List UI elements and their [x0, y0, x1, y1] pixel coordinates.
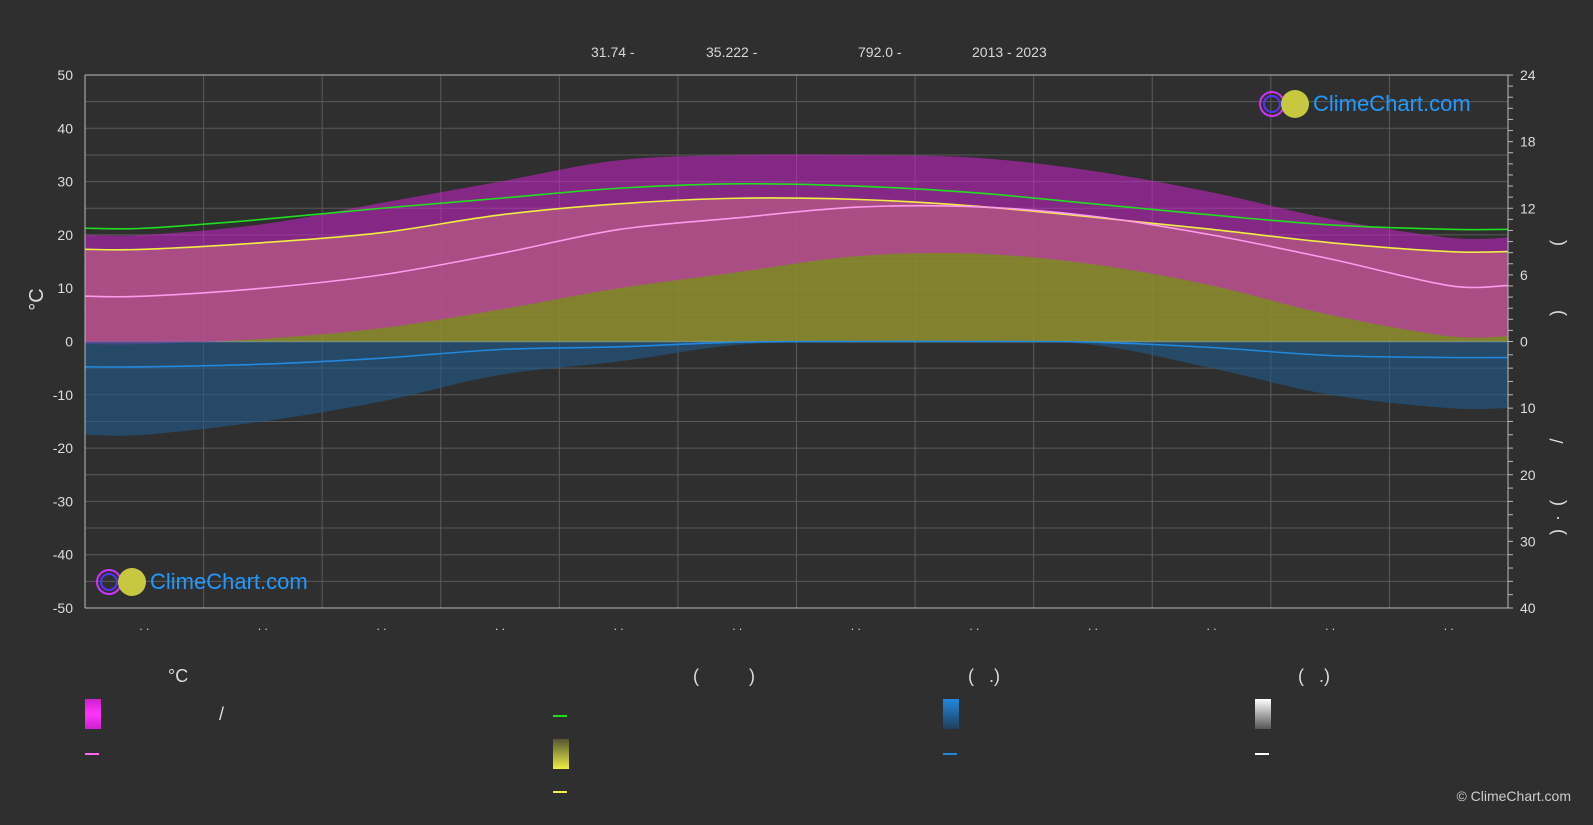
left-tick-label: 50	[57, 67, 73, 83]
watermark-text: ClimeChart.com	[150, 569, 308, 594]
legend-daylight-line	[553, 715, 567, 717]
axes: 50 40 30 20 10 0 -10 -20 -30 -40 -50 °C 24 18 12 6 0 10 20…	[26, 67, 1567, 633]
left-axis-label: °C	[26, 288, 48, 310]
right-bottom-axis-label: /	[1547, 438, 1567, 443]
right-bottom-axis-label: ·	[1547, 515, 1567, 521]
right-top-axis-label: (	[1547, 240, 1567, 246]
x-tick-label: . .	[495, 619, 505, 633]
x-tick-label: . .	[614, 619, 624, 633]
right-bottom-tick-label: 10	[1520, 400, 1536, 416]
right-bottom-tick-label: 30	[1520, 533, 1536, 549]
data-bands	[85, 154, 1508, 436]
series-line-daylight	[84, 182, 1509, 231]
temperature-range-band	[85, 154, 1508, 345]
legend-paren-2: ( .)	[968, 666, 1000, 686]
legend-precip-swatch	[943, 699, 959, 729]
x-tick-label: . .	[1207, 619, 1217, 633]
x-tick-label: . .	[376, 619, 386, 633]
left-tick-label: 40	[57, 120, 73, 136]
left-tick-label: 0	[65, 334, 73, 350]
x-tick-label: . .	[258, 619, 268, 633]
legend-slash: /	[219, 704, 225, 724]
climechart-logo-icon	[96, 568, 146, 596]
left-tick-label: 30	[57, 174, 73, 190]
x-tick-label: . .	[1444, 619, 1454, 633]
right-top-axis-label: )	[1547, 310, 1567, 316]
x-tick-label: . .	[139, 619, 149, 633]
copyright: © ClimeChart.com	[1456, 788, 1571, 804]
x-tick-label: . .	[1088, 619, 1098, 633]
right-bottom-tick-label: 40	[1520, 600, 1536, 616]
right-top-tick-label: 18	[1520, 134, 1536, 150]
right-top-tick-label: 6	[1520, 267, 1528, 283]
legend-paren-1: ( )	[693, 666, 755, 686]
watermark-text: ClimeChart.com	[1313, 91, 1471, 116]
legend-sunshine-line	[553, 791, 567, 793]
legend-paren-3: ( .)	[1298, 666, 1330, 686]
x-tick-label: . .	[851, 619, 861, 633]
series-line-precipitation-mm	[84, 340, 1509, 368]
x-tick-label: . .	[732, 619, 742, 633]
x-tick-label: . .	[969, 619, 979, 633]
left-tick-label: -40	[53, 547, 73, 563]
right-top-tick-label: 24	[1520, 67, 1536, 83]
climechart-logo-icon	[1259, 90, 1309, 118]
data-lines	[84, 182, 1509, 368]
right-bottom-axis-label: (	[1547, 500, 1567, 506]
legend-sunshine-swatch	[553, 739, 569, 769]
series-line-avg-max-temp	[84, 204, 1509, 298]
header-years: 2013 - 2023	[972, 44, 1047, 60]
left-tick-label: 10	[57, 280, 73, 296]
series-line-sunshine	[84, 197, 1509, 254]
left-tick-label: 20	[57, 227, 73, 243]
right-bottom-axis-label: )	[1547, 529, 1567, 535]
left-tick-label: -30	[53, 493, 73, 509]
header-elevation: 792.0 -	[858, 44, 902, 60]
header-latitude: 31.74 -	[591, 44, 635, 60]
legend-avg-temp-line	[85, 753, 99, 755]
legend-snow-line	[1255, 753, 1269, 755]
right-top-tick-label: 12	[1520, 200, 1536, 216]
left-tick-label: -20	[53, 440, 73, 456]
header-longitude: 35.222 -	[706, 44, 758, 60]
left-tick-label: -10	[53, 387, 73, 403]
legend-temp-range-swatch	[85, 699, 101, 729]
precipitation-area	[85, 341, 1508, 436]
legend-temp-heading: °C	[168, 666, 189, 686]
right-bottom-tick-label: 20	[1520, 467, 1536, 483]
right-top-tick-label: 0	[1520, 334, 1528, 350]
legend-snow-swatch	[1255, 699, 1271, 729]
left-tick-label: -50	[53, 600, 73, 616]
legend-precip-line	[943, 753, 957, 755]
x-tick-label: . .	[1325, 619, 1335, 633]
